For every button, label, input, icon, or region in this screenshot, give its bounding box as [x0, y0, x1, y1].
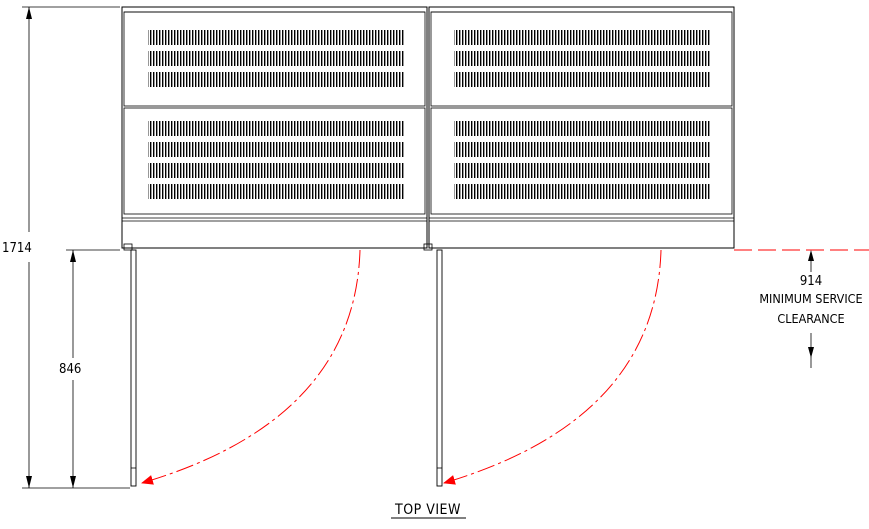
cabinet-right-lower-panel	[430, 107, 733, 215]
vent-row	[454, 184, 711, 199]
view-title-label: TOP VIEW	[394, 502, 461, 518]
vent-row	[454, 142, 711, 157]
door-left	[130, 249, 137, 487]
dimension-overall-label: 1714	[2, 241, 32, 256]
dimension-door-swing: 846	[59, 249, 120, 488]
vent-row	[454, 30, 711, 45]
vent-row	[148, 30, 405, 45]
service-clearance-line2: CLEARANCE	[777, 311, 844, 326]
door-swing-arc-right	[443, 249, 662, 485]
dimension-overall: 1714	[2, 6, 130, 489]
vent-row	[454, 163, 711, 178]
service-clearance-line1: MINIMUM SERVICE	[759, 291, 862, 306]
vent-row	[148, 142, 405, 157]
vent-row	[148, 163, 405, 178]
dimension-service-clearance: 914 MINIMUM SERVICE CLEARANCE	[759, 250, 863, 368]
cabinet-left-outline	[121, 6, 428, 249]
cabinet-left	[121, 6, 428, 251]
vent-row	[148, 51, 405, 66]
vent-row	[148, 72, 405, 87]
view-title: TOP VIEW	[391, 502, 466, 519]
cabinet-left-upper-panel	[123, 11, 426, 107]
dimension-door-swing-label: 846	[59, 362, 81, 377]
door-swing-arc-left	[141, 249, 361, 485]
cabinet-left-lower-panel	[123, 107, 426, 215]
vent-row	[454, 72, 711, 87]
cabinet-right-upper-panel	[430, 11, 733, 107]
vent-row	[148, 184, 405, 199]
service-clearance-value: 914	[800, 274, 822, 289]
cabinet-right	[423, 6, 735, 251]
vent-row	[148, 121, 405, 136]
cabinet-right-outline	[428, 6, 735, 249]
vent-row	[454, 121, 711, 136]
door-right	[436, 249, 443, 487]
vent-row	[454, 51, 711, 66]
